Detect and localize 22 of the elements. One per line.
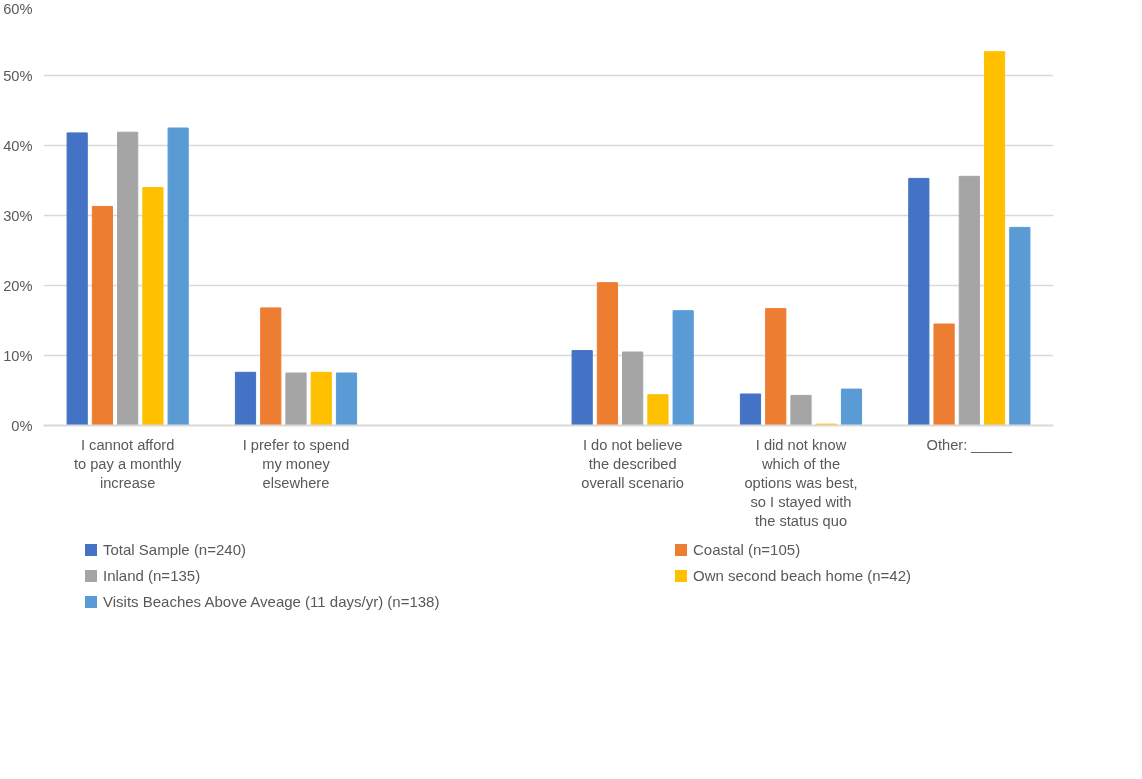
x-tick-label: I did not know which of the options was best, so I stayed with the status quo: [744, 436, 858, 530]
y-tick-label: 50%: [3, 67, 33, 84]
y-tick-label: 30%: [3, 207, 33, 224]
legend-label: Total Sample (n=240): [103, 540, 246, 561]
legend-label: Inland (n=135): [103, 566, 201, 587]
x-tick-label: Other: _____: [926, 436, 1013, 453]
x-tick-label: I do not believe the described overall scenario: [581, 436, 684, 491]
legend-label: Coastal (n=105): [693, 540, 801, 561]
y-tick-label: 10%: [3, 347, 33, 364]
legend-item: Coastal (n=105): [675, 537, 1095, 563]
y-tick-label: 60%: [3, 0, 33, 17]
legend-item: Inland (n=135): [85, 563, 675, 589]
x-tick-label: I prefer to spend my money elsewhere: [242, 436, 350, 491]
legend-label: Visits Beaches Above Aveage (11 days/yr) (n=138): [103, 592, 440, 613]
y-tick-label: 40%: [3, 137, 33, 154]
x-tick-label: I cannot afford to pay a monthly increase: [73, 436, 183, 491]
legend-item: Visits Beaches Above Aveage (11 days/yr) (n=138): [85, 589, 675, 615]
y-tick-label: 20%: [3, 277, 33, 294]
legend-label: Own second beach home (n=42): [693, 566, 912, 587]
legend-item: Own second beach home (n=42): [675, 563, 1095, 589]
y-tick-label: 0%: [11, 417, 33, 434]
legend-item: Total Sample (n=240): [85, 537, 675, 563]
